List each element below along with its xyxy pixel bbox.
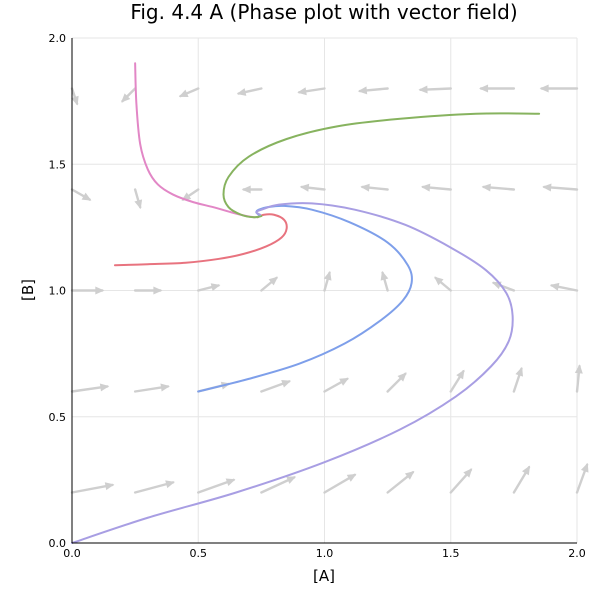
vector-arrow xyxy=(357,86,389,95)
vector-arrow xyxy=(323,270,332,292)
vector-arrow xyxy=(360,183,389,192)
vector-arrow xyxy=(260,380,292,393)
y-tick-label: 1.5 xyxy=(49,158,67,171)
vector-arrow xyxy=(133,286,163,295)
vector-arrow xyxy=(449,468,473,494)
x-tick-label: 0.5 xyxy=(190,547,208,560)
vector-arrow xyxy=(70,87,79,106)
vector-arrow xyxy=(197,283,221,292)
vector-arrow xyxy=(434,276,452,292)
y-axis-label: [B] xyxy=(19,279,37,301)
y-tick-labels: 0.0 0.5 1.0 1.5 2.0 xyxy=(49,32,67,550)
vector-arrow xyxy=(133,188,143,210)
x-tick-label: 2.0 xyxy=(568,547,586,560)
vector-arrow xyxy=(539,84,579,93)
vector-arrow xyxy=(575,462,589,494)
vector-arrow xyxy=(386,372,407,393)
vector-arrow xyxy=(260,476,297,494)
x-axis-label: [A] xyxy=(313,567,335,585)
x-tick-label: 0.0 xyxy=(63,547,81,560)
vector-arrow xyxy=(70,383,110,393)
vector-arrow xyxy=(70,188,92,201)
vector-arrow xyxy=(481,183,516,192)
vector-arrow xyxy=(323,473,357,494)
vector-arrow xyxy=(420,183,452,192)
vector-arrow xyxy=(299,183,326,192)
y-tick-label: 1.0 xyxy=(49,285,67,298)
vector-arrow xyxy=(70,286,105,295)
vector-arrow xyxy=(178,87,200,98)
vector-arrow xyxy=(70,482,115,494)
y-tick-label: 0.0 xyxy=(49,537,67,550)
vector-arrow xyxy=(260,276,279,292)
x-tick-label: 1.5 xyxy=(442,547,460,560)
y-tick-label: 2.0 xyxy=(49,32,67,45)
vector-arrow xyxy=(386,471,415,494)
vector-arrow xyxy=(449,369,465,393)
vector-arrow xyxy=(241,185,263,194)
trajectories xyxy=(71,62,541,544)
vector-arrow xyxy=(323,377,349,393)
vector-arrow xyxy=(133,480,175,494)
vector-arrow xyxy=(549,282,579,292)
trajectory-purple xyxy=(71,202,514,544)
vector-arrow xyxy=(297,87,326,96)
chart-title: Fig. 4.4 A (Phase plot with vector field… xyxy=(130,0,517,24)
vector-arrow xyxy=(512,465,531,494)
vector-arrow xyxy=(133,383,170,393)
trajectory-pink xyxy=(134,62,257,219)
vector-arrow xyxy=(542,183,579,192)
trajectory-green xyxy=(222,112,541,219)
vector-arrow xyxy=(197,478,236,494)
vector-arrow xyxy=(236,87,263,96)
vector-arrow xyxy=(418,85,452,94)
vector-arrow xyxy=(380,270,389,292)
vector-arrow xyxy=(574,364,583,393)
vector-arrow xyxy=(121,87,137,103)
x-tick-label: 1.0 xyxy=(316,547,334,560)
x-tick-labels: 0.0 0.5 1.0 1.5 2.0 xyxy=(63,547,586,560)
vector-arrow xyxy=(479,84,516,93)
y-tick-label: 0.5 xyxy=(49,411,67,424)
vector-arrow xyxy=(512,366,524,393)
trajectory-red xyxy=(113,213,288,267)
